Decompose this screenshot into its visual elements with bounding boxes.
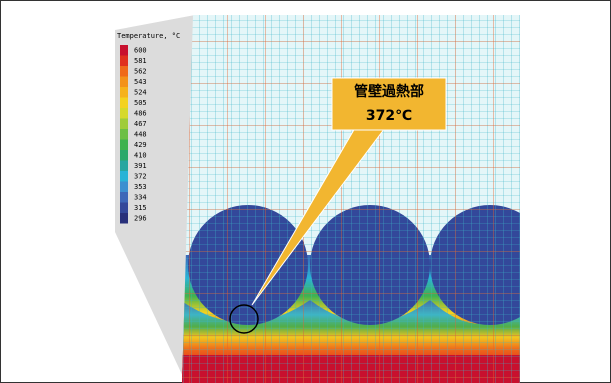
legend-swatch (120, 213, 128, 224)
legend-swatch (120, 129, 128, 140)
legend-swatch (120, 108, 128, 119)
legend-swatch (120, 87, 128, 98)
legend-label: 505 (134, 99, 147, 107)
legend-label: 391 (134, 162, 147, 170)
legend-title: Temperature, °C (117, 32, 180, 40)
callout-value: 372℃ (366, 108, 412, 124)
mesh-view (180, 15, 550, 383)
legend-label: 410 (134, 151, 147, 159)
legend-label: 448 (134, 130, 147, 138)
legend-label: 524 (134, 88, 147, 96)
legend-label: 562 (134, 67, 147, 75)
simulation-view: 管壁過熱部 372℃ Temperature, °C 600 581 562 543 5… (0, 0, 611, 383)
legend-swatch (120, 140, 128, 151)
legend-label: 600 (134, 46, 147, 54)
legend-swatch (120, 171, 128, 182)
legend-label: 467 (134, 120, 147, 128)
legend-label: 315 (134, 204, 147, 212)
legend-label: 296 (134, 214, 147, 222)
legend-label: 429 (134, 141, 147, 149)
legend-label: 372 (134, 172, 147, 180)
legend-label: 353 (134, 183, 147, 191)
legend-swatch (120, 66, 128, 77)
page: 管壁過熱部 372℃ Temperature, °C 600 581 562 543 5… (0, 0, 611, 383)
legend-label: 334 (134, 193, 147, 201)
legend-label: 543 (134, 78, 147, 86)
callout-title: 管壁過熱部 (354, 83, 424, 100)
legend-swatch (120, 203, 128, 214)
legend-label: 486 (134, 109, 147, 117)
legend-swatch (120, 45, 128, 56)
legend-swatch (120, 192, 128, 203)
legend-swatch (120, 119, 128, 130)
legend-swatch (120, 56, 128, 67)
legend-swatch (120, 161, 128, 172)
legend-swatch (120, 182, 128, 193)
legend-swatch (120, 77, 128, 88)
legend-label: 581 (134, 57, 147, 65)
legend-swatch (120, 98, 128, 109)
legend-swatch (120, 150, 128, 161)
